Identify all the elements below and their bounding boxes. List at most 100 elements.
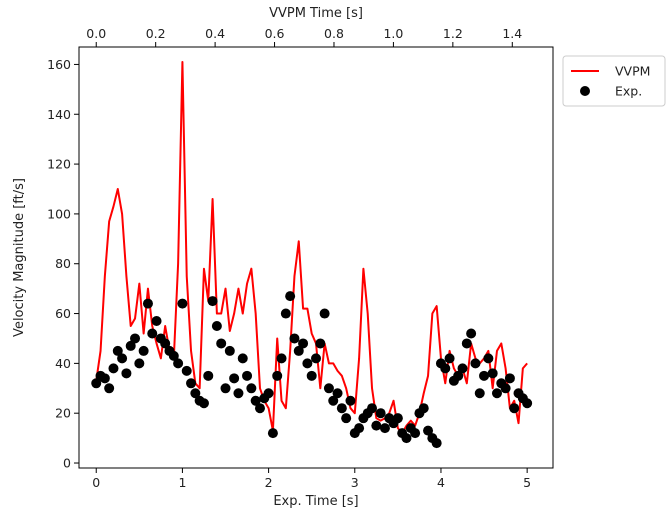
y-tick-label: 40 — [55, 356, 71, 371]
legend-label-vvpm: VVPM — [615, 64, 650, 79]
data-point-exp — [323, 383, 334, 394]
x-tick-label: 3 — [351, 475, 359, 490]
plot-area — [91, 60, 533, 449]
data-point-exp — [466, 328, 477, 339]
x-tick-label: 0 — [92, 475, 100, 490]
data-point-exp — [233, 388, 244, 399]
y-tick-label: 80 — [55, 256, 71, 271]
data-point-exp — [453, 370, 464, 381]
data-point-exp — [332, 388, 343, 399]
y-tick-label: 140 — [47, 107, 71, 122]
data-point-exp — [354, 423, 365, 434]
data-point-exp — [423, 425, 434, 436]
data-point-exp — [461, 338, 472, 349]
data-point-exp — [487, 368, 498, 379]
data-point-exp — [130, 333, 141, 344]
data-point-exp — [211, 321, 222, 332]
data-point-exp — [375, 408, 386, 419]
data-point-exp — [242, 370, 253, 381]
legend-swatch-exp — [580, 86, 590, 96]
data-point-exp — [121, 368, 132, 379]
data-point-exp — [392, 413, 403, 424]
top-x-tick-label: 0.6 — [265, 26, 285, 41]
data-point-exp — [224, 345, 235, 356]
data-point-exp — [302, 358, 313, 369]
data-point-exp — [91, 378, 102, 389]
x-tick-label: 4 — [437, 475, 445, 490]
y-tick-label: 0 — [63, 456, 71, 471]
data-point-exp — [311, 353, 321, 364]
x-tick-label: 1 — [178, 475, 186, 490]
data-point-exp — [186, 378, 197, 389]
top-x-axis-label: VVPM Time [s] — [269, 6, 363, 21]
data-point-exp — [138, 345, 149, 356]
data-point-exp — [367, 403, 378, 414]
y-tick-label: 20 — [55, 406, 71, 421]
data-point-exp — [336, 403, 347, 414]
top-x-tick-label: 0.2 — [146, 26, 166, 41]
data-point-exp — [177, 298, 188, 309]
data-point-exp — [216, 338, 227, 349]
data-point-exp — [298, 338, 309, 349]
data-point-exp — [479, 370, 490, 381]
data-point-exp — [293, 345, 304, 356]
data-point-exp — [220, 383, 231, 394]
data-point-exp — [276, 353, 287, 364]
data-point-exp — [207, 296, 218, 307]
y-tick-label: 160 — [47, 57, 71, 72]
top-x-tick-label: 0.0 — [86, 26, 106, 41]
data-point-exp — [345, 395, 356, 406]
legend: VVPM Exp. — [562, 55, 666, 107]
data-point-exp — [474, 388, 485, 399]
data-point-exp — [160, 338, 171, 349]
data-point-exp — [237, 353, 248, 364]
data-point-exp — [483, 353, 494, 364]
data-point-exp — [315, 338, 326, 349]
data-point-exp — [151, 316, 162, 327]
data-point-exp — [272, 370, 283, 381]
axes: 0 1 2 3 4 5 0.0 0.2 0.4 0.6 0.8 1.0 1.2 1.4 0 20 40 60 80 1… — [12, 6, 554, 509]
data-point-exp — [509, 403, 520, 414]
data-point-exp — [371, 420, 382, 431]
data-point-exp — [267, 428, 278, 439]
data-point-exp — [444, 353, 455, 364]
x-axis-label: Exp. Time [s] — [273, 494, 358, 509]
y-tick-label: 60 — [55, 306, 71, 321]
data-point-exp — [504, 373, 515, 384]
data-point-exp — [203, 370, 214, 381]
top-x-tick-label: 1.4 — [502, 26, 522, 41]
data-point-exp — [168, 350, 179, 361]
data-point-exp — [500, 383, 511, 394]
data-point-exp — [117, 353, 128, 364]
data-point-exp — [246, 383, 257, 394]
data-point-exp — [112, 345, 123, 356]
y-tick-label: 120 — [47, 157, 71, 172]
data-point-exp — [250, 395, 261, 406]
data-point-exp — [229, 373, 240, 384]
data-point-exp — [328, 395, 339, 406]
data-point-exp — [470, 358, 481, 369]
data-point-exp — [173, 358, 184, 369]
data-point-exp — [522, 398, 533, 409]
data-point-exp — [181, 365, 192, 376]
data-point-exp — [125, 340, 136, 351]
data-point-exp — [491, 388, 502, 399]
data-point-exp — [190, 388, 201, 399]
data-point-exp — [254, 403, 265, 414]
data-point-exp — [198, 398, 209, 409]
data-point-exp — [431, 438, 442, 449]
plot-frame — [78, 46, 554, 469]
data-point-exp — [147, 328, 158, 339]
top-x-tick-label: 1.2 — [443, 26, 463, 41]
data-point-exp — [379, 423, 390, 434]
data-point-exp — [263, 388, 274, 399]
data-point-exp — [142, 298, 153, 309]
data-point-exp — [410, 428, 421, 439]
data-point-exp — [285, 291, 296, 302]
y-tick-label: 100 — [47, 206, 71, 221]
data-point-exp — [104, 383, 115, 394]
data-point-exp — [319, 308, 330, 319]
x-tick-label: 2 — [265, 475, 273, 490]
data-point-exp — [99, 373, 110, 384]
